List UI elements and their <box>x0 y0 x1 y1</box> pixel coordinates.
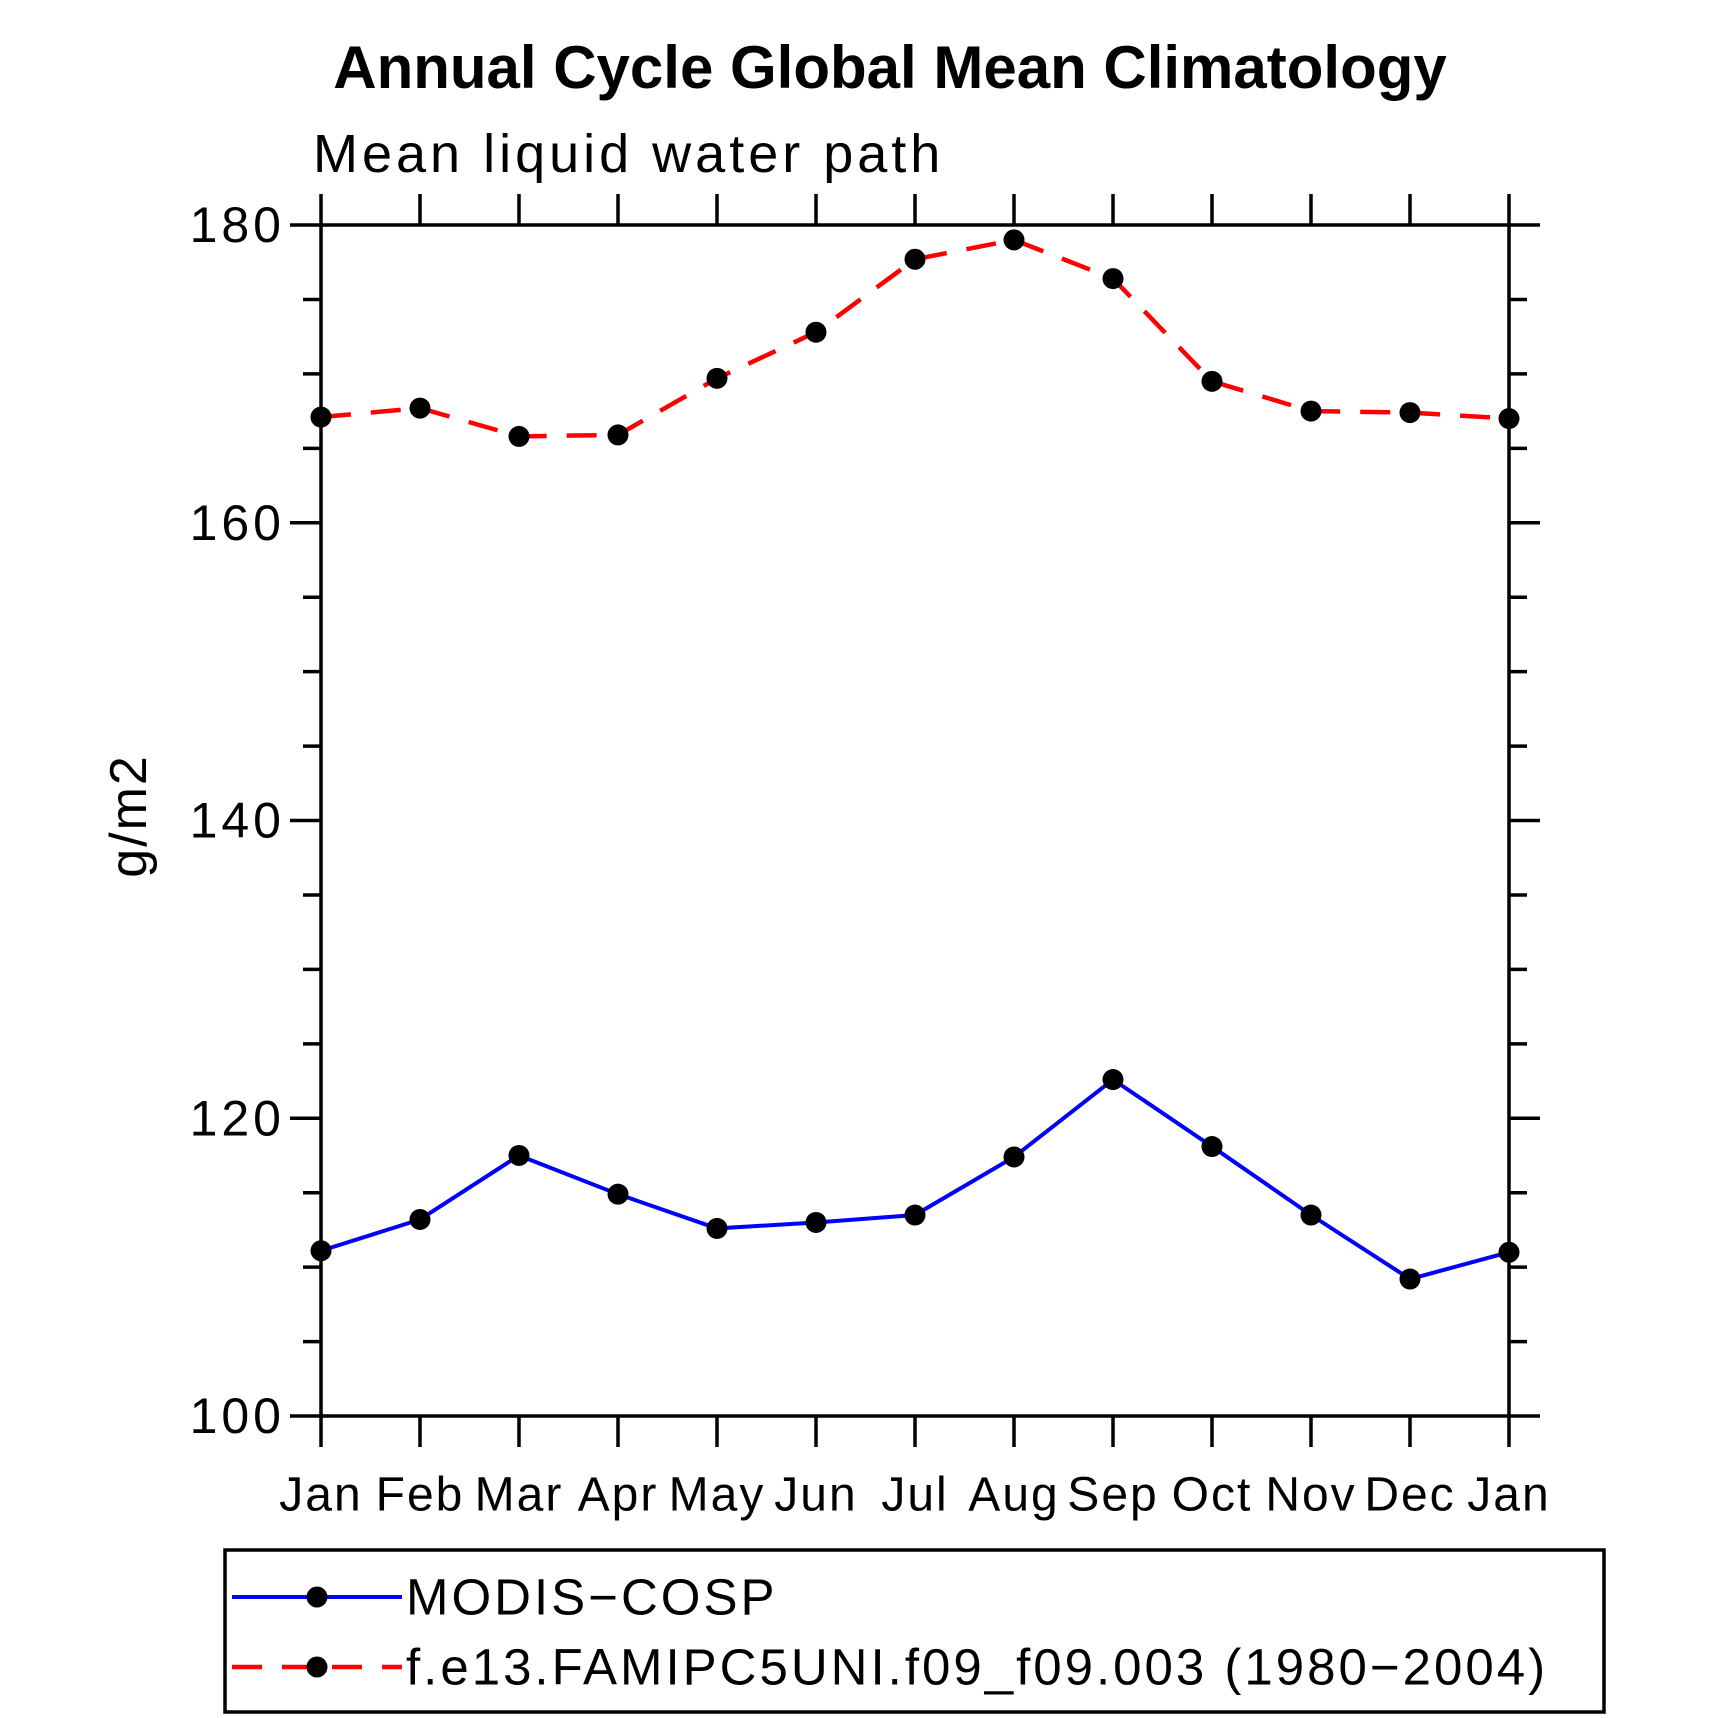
y-tick-label: 100 <box>190 1388 285 1444</box>
x-tick-label: Dec <box>1364 1469 1455 1522</box>
data-point-marker <box>1498 408 1520 430</box>
x-tick-label: Mar <box>475 1469 564 1522</box>
x-tick-label: Jul <box>881 1469 948 1522</box>
x-tick-label: Jan <box>279 1469 362 1522</box>
legend-label-0: MODIS−COSP <box>406 1569 778 1626</box>
data-point-marker <box>310 406 332 428</box>
data-point-marker <box>310 1240 332 1262</box>
data-point-marker <box>1498 1241 1520 1263</box>
y-tick-label: 140 <box>190 793 285 849</box>
chart-subtitle: Mean liquid water path <box>313 124 944 184</box>
data-point-marker <box>409 397 431 419</box>
data-point-marker <box>508 1144 530 1166</box>
data-point-marker <box>904 248 926 270</box>
legend-marker-1 <box>306 1656 328 1678</box>
data-point-marker <box>805 321 827 343</box>
data-point-marker <box>1102 268 1124 290</box>
data-point-marker <box>1003 229 1025 251</box>
data-point-marker <box>1201 370 1223 392</box>
y-tick-label: 160 <box>190 495 285 551</box>
x-tick-label: Nov <box>1265 1469 1356 1522</box>
data-point-marker <box>607 1183 629 1205</box>
legend-box <box>223 1548 1606 1714</box>
legend-label-1: f.e13.FAMIPC5UNI.f09_f09.003 (1980−2004) <box>406 1639 1548 1696</box>
data-point-marker <box>1300 1204 1322 1226</box>
x-tick-label: May <box>669 1469 766 1522</box>
data-point-marker <box>904 1204 926 1226</box>
data-point-marker <box>1300 400 1322 422</box>
series-line-0 <box>320 1077 1510 1282</box>
data-point-marker <box>1201 1136 1223 1158</box>
data-point-marker <box>706 1217 728 1239</box>
y-axis-label: g/m2 <box>100 754 158 878</box>
x-tick-label: Feb <box>376 1469 465 1522</box>
y-tick-label: 180 <box>190 197 285 253</box>
data-point-marker <box>1399 402 1421 424</box>
legend-marker-0 <box>306 1586 328 1608</box>
data-point-marker <box>1399 1268 1421 1290</box>
x-tick-label: Jun <box>774 1469 857 1522</box>
data-point-marker <box>607 424 629 446</box>
x-tick-label: Apr <box>578 1469 659 1522</box>
data-point-marker <box>1003 1146 1025 1168</box>
x-tick-label: Jan <box>1467 1469 1550 1522</box>
data-point-marker <box>706 367 728 389</box>
legend: MODIS−COSP f.e13.FAMIPC5UNI.f09_f09.003 (… <box>223 1548 1606 1714</box>
data-point-marker <box>1102 1069 1124 1091</box>
plot-frame <box>319 223 1511 1418</box>
x-tick-label: Sep <box>1067 1469 1158 1522</box>
y-tick-label: 120 <box>190 1090 285 1146</box>
data-point-marker <box>508 425 530 447</box>
plot-area: 100 120 140 160 180 Jan Feb Mar Apr May Jun Jul Aug S… <box>190 194 1550 1522</box>
chart-title: Annual Cycle Global Mean Climatology <box>333 34 1447 101</box>
data-point-marker <box>409 1208 431 1230</box>
x-tick-label: Oct <box>1172 1469 1253 1522</box>
x-tick-label: Aug <box>968 1469 1059 1522</box>
data-point-marker <box>805 1211 827 1233</box>
